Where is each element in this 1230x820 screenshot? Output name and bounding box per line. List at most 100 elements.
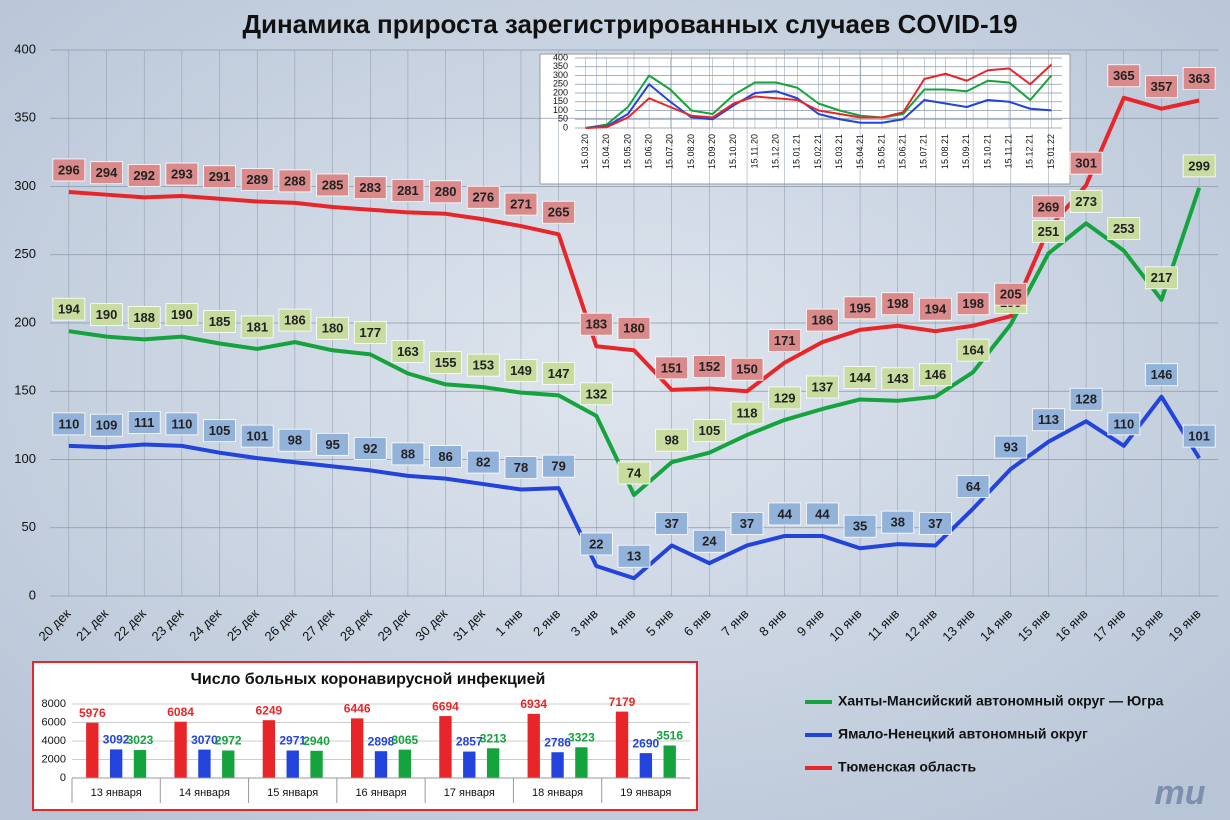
data-label: 3065 [391, 733, 418, 747]
data-label-box [805, 308, 839, 332]
data-label: 2898 [368, 734, 395, 748]
data-label: 183 [585, 317, 607, 332]
data-label: 88 [401, 446, 415, 461]
bar [398, 749, 412, 778]
data-label: 289 [246, 172, 268, 187]
legend-label: Ямало-Ненецкий автономный округ [838, 726, 1088, 742]
data-label-box [805, 375, 839, 399]
legend: Ханты-Мансийский автономный округ — Югра… [805, 693, 1164, 775]
data-label-box [1069, 387, 1103, 411]
series-line [68, 394, 1201, 581]
x-tick-label: 15.05.20 [622, 134, 632, 169]
data-label: 6249 [256, 703, 283, 717]
data-label-box [692, 419, 726, 443]
bar [174, 721, 187, 778]
data-label-box [1182, 67, 1216, 90]
data-label: 294 [96, 165, 118, 180]
data-label: 101 [1188, 429, 1210, 444]
data-label-box [429, 351, 463, 374]
data-label-box [730, 401, 764, 425]
data-label-box [353, 320, 387, 344]
data-label: 253 [1113, 221, 1135, 236]
legend-label: Ханты-Мансийский автономный округ — Югра [838, 693, 1164, 709]
x-tick-label: 15.06.20 [643, 134, 653, 169]
data-label: 137 [812, 379, 834, 394]
data-label: 86 [438, 449, 452, 464]
data-label-box [429, 180, 463, 204]
data-label-box [1032, 195, 1065, 219]
y-tick-label: 200 [14, 314, 36, 329]
x-tick-label: 15.05.21 [876, 134, 886, 169]
data-label-box [391, 340, 425, 363]
data-label-box [768, 329, 802, 352]
data-label-box [919, 512, 952, 535]
data-label-box [919, 297, 952, 321]
bar [663, 745, 676, 778]
data-label-box [90, 161, 123, 185]
data-label-box [240, 168, 274, 191]
y-tick-label: 200 [553, 87, 568, 97]
data-label-box [466, 353, 500, 377]
x-tick-label: 13 января [91, 787, 142, 799]
data-label-box [1069, 189, 1103, 213]
data-label-box [579, 382, 613, 406]
data-label-box [994, 435, 1028, 459]
data-label: 147 [548, 366, 570, 381]
data-label-box [617, 544, 651, 568]
x-tick-label: 15.09.21 [961, 134, 971, 169]
bar [639, 753, 653, 778]
y-tick-label: 0 [563, 122, 568, 132]
data-label: 150 [736, 362, 758, 377]
data-label-box [617, 316, 651, 340]
data-label: 276 [472, 190, 494, 205]
y-tick-label: 2000 [42, 753, 66, 765]
series-line [585, 74, 1053, 129]
data-label-box [203, 310, 236, 333]
data-label-box [90, 413, 123, 437]
data-label: 146 [1151, 367, 1173, 382]
data-label: 3213 [480, 731, 507, 745]
data-label: 105 [699, 423, 721, 438]
data-label: 149 [510, 363, 532, 378]
data-label: 113 [1038, 412, 1059, 427]
data-label-box [1069, 151, 1103, 175]
x-tick-label: 15.08.21 [940, 134, 950, 169]
data-label: 164 [962, 343, 984, 358]
data-label-box [692, 529, 726, 553]
series-line [585, 83, 1052, 129]
data-label: 194 [925, 302, 947, 317]
data-label: 6694 [432, 699, 459, 713]
data-label-box [1107, 64, 1141, 88]
data-label: 110 [1113, 416, 1134, 431]
data-label: 280 [435, 184, 457, 199]
x-tick-label: 15.03.21 [834, 134, 844, 169]
data-label: 3070 [191, 733, 218, 747]
data-label: 109 [96, 418, 118, 433]
data-label-box [391, 442, 425, 466]
data-label: 98 [288, 433, 302, 448]
data-label: 190 [96, 307, 118, 322]
data-label: 185 [209, 314, 231, 329]
data-label-box [542, 454, 576, 478]
data-label: 101 [246, 429, 268, 444]
y-tick-label: 50 [22, 519, 36, 534]
data-label-box [278, 169, 312, 193]
data-label-box [1107, 412, 1141, 436]
bar [262, 720, 276, 778]
data-label: 301 [1075, 156, 1097, 171]
data-label-box [165, 303, 199, 327]
data-label-box [127, 411, 161, 434]
y-tick-label: 250 [14, 246, 36, 261]
data-label-box [730, 357, 764, 381]
data-label: 271 [510, 197, 532, 212]
data-label: 144 [849, 370, 871, 385]
y-tick-label: 100 [553, 105, 568, 115]
bar [86, 722, 99, 778]
data-label: 155 [435, 355, 457, 370]
bar [575, 747, 588, 778]
data-label-box [278, 308, 312, 332]
bar [109, 749, 123, 778]
data-label-box [504, 359, 538, 383]
data-label: 78 [514, 460, 528, 475]
data-label: 35 [853, 519, 867, 534]
